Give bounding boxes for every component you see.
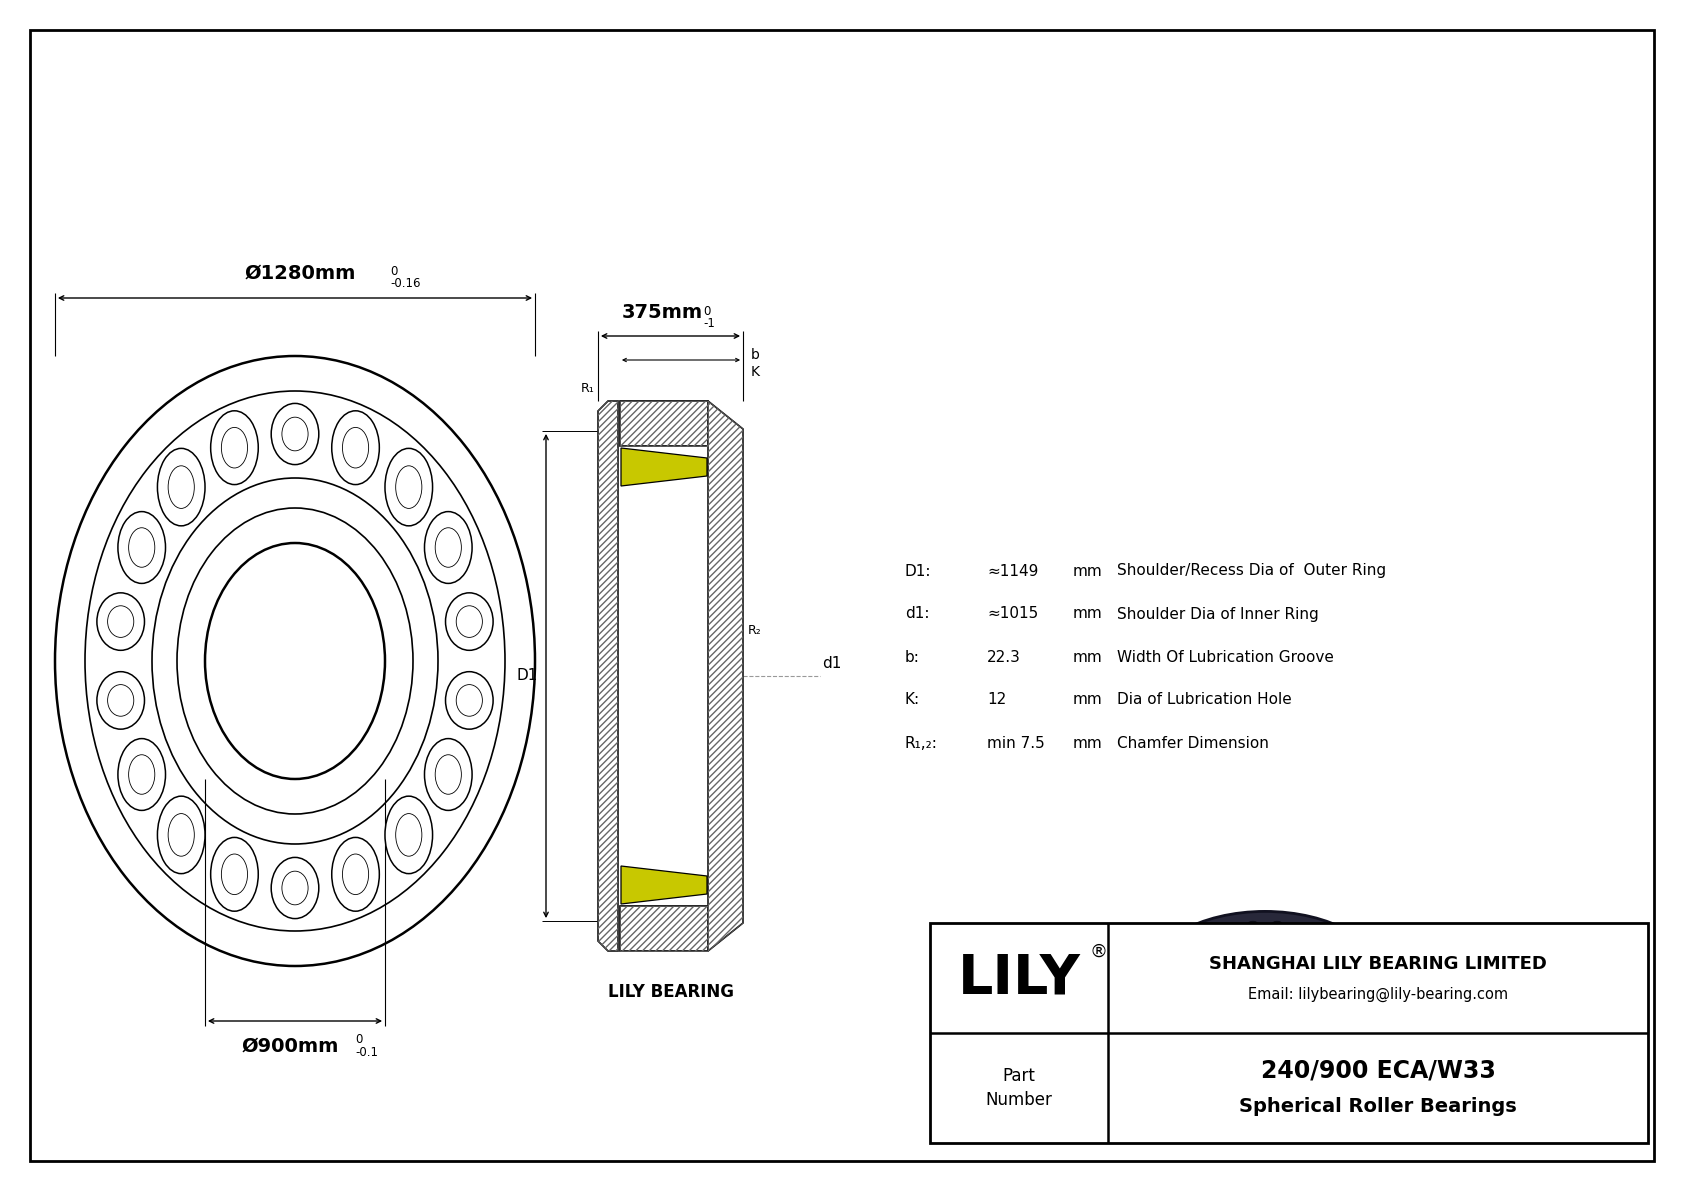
Ellipse shape [1297, 923, 1307, 929]
Ellipse shape [424, 512, 472, 584]
Ellipse shape [1339, 935, 1349, 941]
Ellipse shape [1248, 921, 1258, 928]
Text: D1:: D1: [904, 563, 931, 579]
Text: R₂: R₂ [748, 624, 761, 637]
Ellipse shape [210, 411, 258, 485]
Text: ≈1015: ≈1015 [987, 606, 1039, 622]
Text: SHANGHAI LILY BEARING LIMITED: SHANGHAI LILY BEARING LIMITED [1209, 955, 1548, 973]
Text: 375mm: 375mm [621, 303, 702, 322]
Text: Shoulder/Recess Dia of  Outer Ring: Shoulder/Recess Dia of Outer Ring [1116, 563, 1386, 579]
Ellipse shape [1165, 943, 1175, 949]
Ellipse shape [157, 448, 205, 526]
Polygon shape [598, 401, 618, 950]
Ellipse shape [210, 837, 258, 911]
Ellipse shape [118, 738, 165, 810]
Text: Ø1280mm: Ø1280mm [244, 264, 355, 283]
Text: -1: -1 [704, 317, 716, 330]
Text: mm: mm [1073, 563, 1103, 579]
Ellipse shape [1376, 964, 1386, 969]
Bar [930, 923, 1649, 1143]
Text: mm: mm [1073, 649, 1103, 665]
Text: mm: mm [1073, 736, 1103, 750]
Ellipse shape [271, 404, 318, 464]
Text: K:: K: [904, 692, 919, 707]
Polygon shape [620, 906, 707, 950]
Text: ®: ® [1090, 943, 1108, 961]
Ellipse shape [386, 796, 433, 874]
Text: -0.1: -0.1 [355, 1046, 377, 1059]
Ellipse shape [1145, 911, 1384, 1050]
Text: mm: mm [1073, 692, 1103, 707]
Text: Dia of Lubrication Hole: Dia of Lubrication Hole [1116, 692, 1292, 707]
Text: 22.3: 22.3 [987, 649, 1021, 665]
Ellipse shape [1226, 959, 1303, 1003]
Text: R₁,₂:: R₁,₂: [904, 736, 938, 750]
Text: 12: 12 [987, 692, 1007, 707]
Text: ≈1149: ≈1149 [987, 563, 1039, 579]
Ellipse shape [1367, 953, 1378, 959]
Ellipse shape [424, 738, 472, 810]
Text: 0: 0 [355, 1033, 362, 1046]
Text: Part
Number: Part Number [985, 1067, 1052, 1109]
Polygon shape [621, 448, 707, 486]
Ellipse shape [1180, 980, 1293, 1018]
Ellipse shape [98, 672, 145, 729]
Text: D1: D1 [517, 668, 537, 684]
Text: Shoulder Dia of Inner Ring: Shoulder Dia of Inner Ring [1116, 606, 1319, 622]
Ellipse shape [1143, 964, 1154, 969]
Ellipse shape [152, 478, 438, 844]
Ellipse shape [1206, 946, 1325, 1016]
Polygon shape [707, 401, 743, 950]
Polygon shape [621, 866, 707, 904]
Text: LILY BEARING: LILY BEARING [608, 983, 734, 1000]
Text: Spherical Roller Bearings: Spherical Roller Bearings [1239, 1097, 1517, 1116]
Text: 0: 0 [391, 266, 397, 278]
Ellipse shape [1202, 928, 1212, 934]
Ellipse shape [332, 837, 379, 911]
Text: d1: d1 [822, 656, 842, 671]
Ellipse shape [1319, 928, 1329, 934]
Text: b: b [751, 348, 759, 362]
Ellipse shape [98, 593, 145, 650]
Ellipse shape [1271, 921, 1282, 928]
Text: K: K [751, 364, 759, 379]
Text: d1:: d1: [904, 606, 930, 622]
Ellipse shape [332, 411, 379, 485]
Text: mm: mm [1073, 606, 1103, 622]
Text: 240/900 ECA/W33: 240/900 ECA/W33 [1261, 1059, 1495, 1083]
Ellipse shape [84, 391, 505, 931]
Text: Width Of Lubrication Groove: Width Of Lubrication Groove [1116, 649, 1334, 665]
Text: Ø900mm: Ø900mm [241, 1037, 338, 1056]
Ellipse shape [386, 448, 433, 526]
Ellipse shape [157, 796, 205, 874]
Ellipse shape [271, 858, 318, 918]
Ellipse shape [1356, 943, 1366, 949]
Text: 0: 0 [704, 305, 711, 318]
Text: b:: b: [904, 649, 919, 665]
Polygon shape [620, 401, 707, 445]
Ellipse shape [1182, 935, 1192, 941]
Text: Email: lilybearing@lily-bearing.com: Email: lilybearing@lily-bearing.com [1248, 986, 1509, 1002]
Ellipse shape [177, 509, 413, 813]
Ellipse shape [446, 672, 493, 729]
Ellipse shape [1152, 953, 1162, 959]
Ellipse shape [1224, 923, 1234, 929]
Text: min 7.5: min 7.5 [987, 736, 1044, 750]
Text: R₁: R₁ [581, 382, 594, 395]
Text: -0.16: -0.16 [391, 278, 421, 289]
Ellipse shape [118, 512, 165, 584]
Text: Chamfer Dimension: Chamfer Dimension [1116, 736, 1268, 750]
Ellipse shape [446, 593, 493, 650]
Ellipse shape [205, 544, 384, 778]
Text: LILY: LILY [958, 950, 1081, 1005]
Ellipse shape [56, 356, 536, 966]
